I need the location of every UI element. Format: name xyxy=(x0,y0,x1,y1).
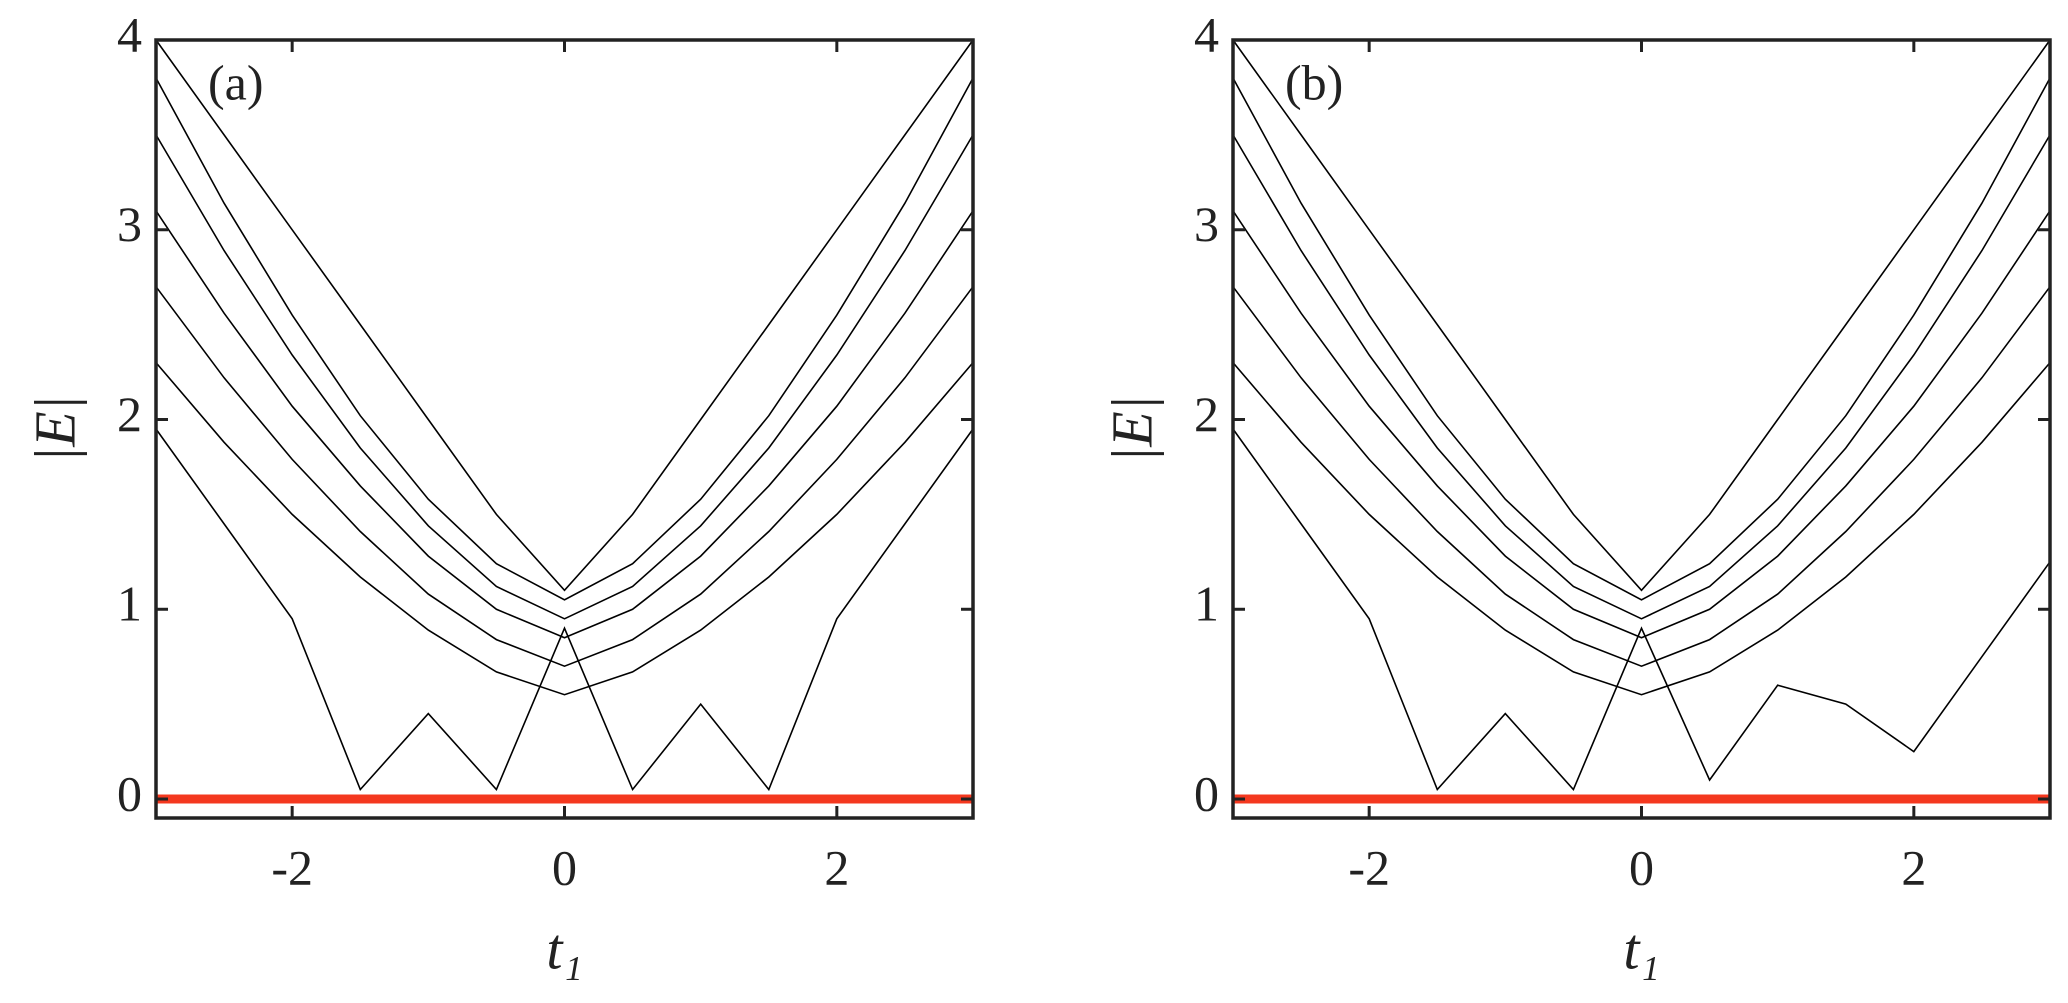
x-tick-label: -2 xyxy=(271,839,313,895)
axes-box xyxy=(154,38,975,820)
x-tick-label: -2 xyxy=(1348,839,1390,895)
band-curve xyxy=(1232,39,2051,592)
band-curve xyxy=(155,134,974,620)
y-axis-label: |E| xyxy=(22,395,87,462)
y-tick-label: 4 xyxy=(117,6,142,62)
band-curve xyxy=(155,77,974,601)
band-curve xyxy=(1232,286,2051,668)
panel-label: (b) xyxy=(1285,54,1343,110)
x-tick-label: 0 xyxy=(552,839,577,895)
band-curve xyxy=(155,39,974,592)
y-tick-label: 0 xyxy=(117,765,142,821)
y-tick-label: 0 xyxy=(1194,765,1219,821)
y-tick-label: 2 xyxy=(117,386,142,442)
y-tick-label: 3 xyxy=(117,196,142,252)
band-curve xyxy=(155,428,974,792)
band-curve xyxy=(1232,77,2051,601)
band-curve xyxy=(1232,134,2051,620)
y-tick-label: 1 xyxy=(1194,576,1219,632)
band-curve xyxy=(1232,428,2051,791)
band-curve xyxy=(155,362,974,696)
y-tick-label: 2 xyxy=(1194,386,1219,442)
panel-label: (a) xyxy=(208,54,264,110)
x-axis-label: t₁ xyxy=(546,916,582,981)
y-tick-label: 4 xyxy=(1194,6,1219,62)
x-tick-label: 2 xyxy=(824,839,849,895)
y-tick-label: 3 xyxy=(1194,196,1219,252)
band-curve xyxy=(155,286,974,668)
x-tick-label: 0 xyxy=(1629,839,1654,895)
x-tick-label: 2 xyxy=(1901,839,1926,895)
band-curve xyxy=(155,210,974,639)
x-axis-label: t₁ xyxy=(1623,916,1659,981)
band-curve xyxy=(1232,362,2051,696)
y-tick-label: 1 xyxy=(117,576,142,632)
band-curve xyxy=(1232,210,2051,639)
y-axis-label: |E| xyxy=(1099,395,1164,462)
axes-box xyxy=(1231,38,2052,820)
